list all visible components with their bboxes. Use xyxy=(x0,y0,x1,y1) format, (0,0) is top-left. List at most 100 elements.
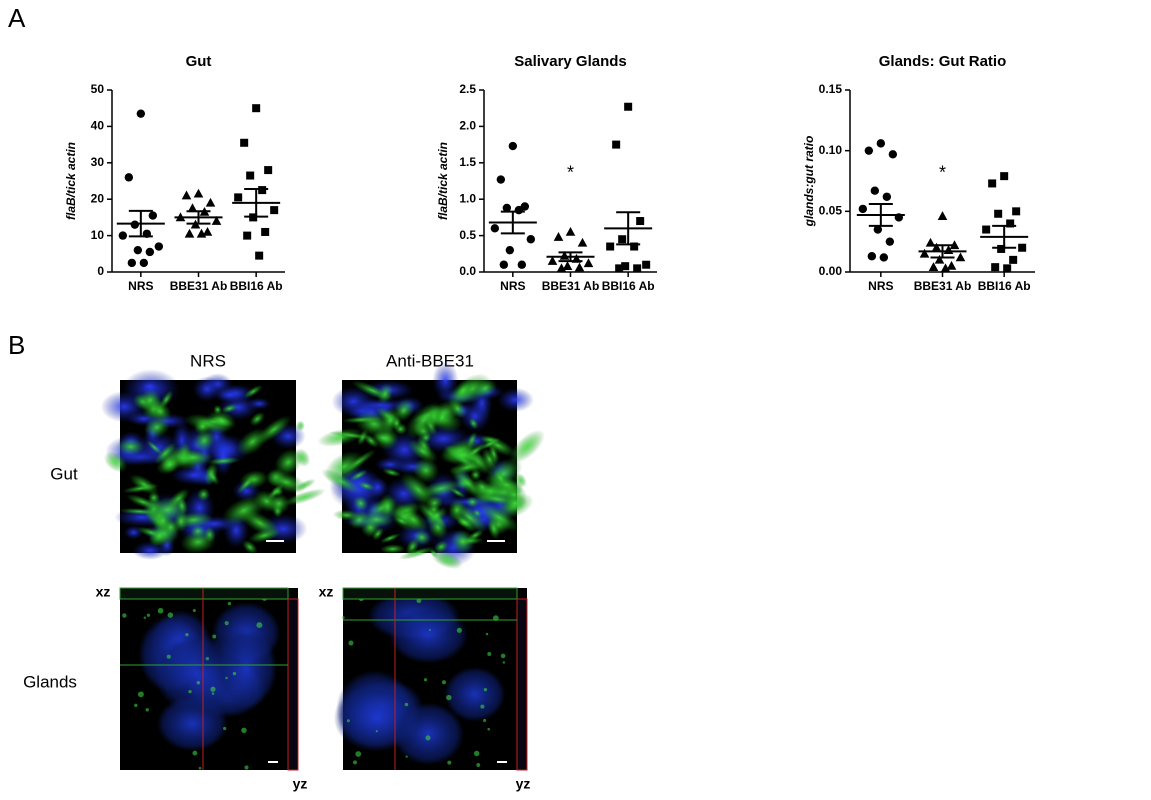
stain xyxy=(265,470,307,494)
data-point xyxy=(1009,255,1018,264)
yz-strip xyxy=(287,598,299,771)
stain xyxy=(485,632,489,636)
stain xyxy=(473,478,491,497)
data-point xyxy=(139,258,149,268)
y-tick-label: 0.0 xyxy=(459,264,476,278)
stain xyxy=(423,678,428,682)
data-point xyxy=(621,262,630,271)
data-point xyxy=(526,235,536,244)
x-tick-label: BBE31 Ab xyxy=(914,279,972,293)
data-point xyxy=(145,247,155,257)
x-tick-label: NRS xyxy=(500,279,525,293)
y-tick-label: 10 xyxy=(91,228,105,242)
data-point xyxy=(240,138,249,147)
stain xyxy=(242,540,258,555)
data-point xyxy=(556,263,567,273)
sem-bar xyxy=(244,188,269,218)
stain xyxy=(394,516,409,526)
data-point xyxy=(496,175,506,184)
y-tick-label: 0.00 xyxy=(819,264,843,278)
data-point xyxy=(994,209,1003,218)
acinus xyxy=(389,606,468,664)
acinus xyxy=(392,702,465,766)
stain xyxy=(355,751,362,757)
stain xyxy=(225,676,228,680)
data-point xyxy=(196,228,207,238)
data-point xyxy=(642,260,651,269)
stain xyxy=(425,735,431,741)
stain xyxy=(379,544,406,554)
stain xyxy=(324,450,365,482)
stain xyxy=(392,399,415,422)
stain xyxy=(172,449,214,466)
stain xyxy=(210,686,216,692)
y-tick-label: 30 xyxy=(91,155,105,169)
acinus xyxy=(215,628,278,709)
x-tick-label: BBI16 Ab xyxy=(978,279,1031,293)
stain xyxy=(188,689,192,694)
y-tick-label: 0.10 xyxy=(819,143,843,157)
y-tick-label: 40 xyxy=(91,119,105,133)
chart-title: Salivary Glands xyxy=(514,53,627,70)
data-point xyxy=(928,262,939,271)
data-point xyxy=(184,228,195,238)
sem-bar xyxy=(128,209,153,238)
data-point xyxy=(882,192,892,201)
x-tick-label: BBE31 Ab xyxy=(170,279,228,293)
stain xyxy=(363,433,380,448)
data-point xyxy=(234,193,243,202)
stain xyxy=(139,389,161,411)
stain xyxy=(448,460,486,475)
y-tick-label: 0.15 xyxy=(819,82,843,96)
stain xyxy=(295,420,305,432)
x-tick-label: BBI16 Ab xyxy=(602,279,655,293)
stain xyxy=(400,472,437,508)
stain xyxy=(455,382,471,399)
stain xyxy=(139,380,160,393)
panel-label: A xyxy=(8,3,26,33)
stain xyxy=(412,457,440,483)
data-point xyxy=(193,188,204,198)
stain xyxy=(479,437,501,451)
stain xyxy=(404,702,409,707)
axis-label: xz xyxy=(96,584,111,600)
data-point xyxy=(553,232,564,241)
stain xyxy=(420,432,432,443)
data-point xyxy=(261,227,270,236)
stain xyxy=(487,727,491,731)
stain xyxy=(185,633,189,637)
stain xyxy=(157,607,164,614)
column-label: Anti-BBE31 xyxy=(386,351,474,370)
sem-bar xyxy=(186,210,211,225)
stain xyxy=(222,495,266,525)
stain xyxy=(367,476,389,498)
sem-bar xyxy=(868,203,893,227)
data-point xyxy=(270,206,279,215)
y-tick-label: 20 xyxy=(91,191,105,205)
stain xyxy=(282,488,326,506)
x-tick-label: BBI16 Ab xyxy=(230,279,283,293)
xz-strip xyxy=(119,587,289,600)
stain xyxy=(480,704,485,709)
sem-bar xyxy=(616,211,641,246)
stain xyxy=(143,616,147,619)
stain xyxy=(193,429,216,452)
data-point xyxy=(876,139,886,148)
data-point xyxy=(931,242,942,252)
stain xyxy=(405,401,443,439)
row-label: Glands xyxy=(23,672,77,691)
data-point xyxy=(624,102,633,111)
stain xyxy=(247,397,271,410)
stain xyxy=(198,766,202,770)
stain xyxy=(346,719,350,723)
y-tick-label: 2.5 xyxy=(459,82,476,96)
stain xyxy=(192,750,198,756)
stain xyxy=(256,622,263,629)
stain xyxy=(413,529,431,546)
data-point xyxy=(211,216,222,225)
y-axis-label: flaB/tick actin xyxy=(436,142,450,220)
stain xyxy=(500,653,506,659)
xz-strip xyxy=(342,587,518,600)
stain xyxy=(399,507,428,533)
data-point xyxy=(124,173,134,182)
